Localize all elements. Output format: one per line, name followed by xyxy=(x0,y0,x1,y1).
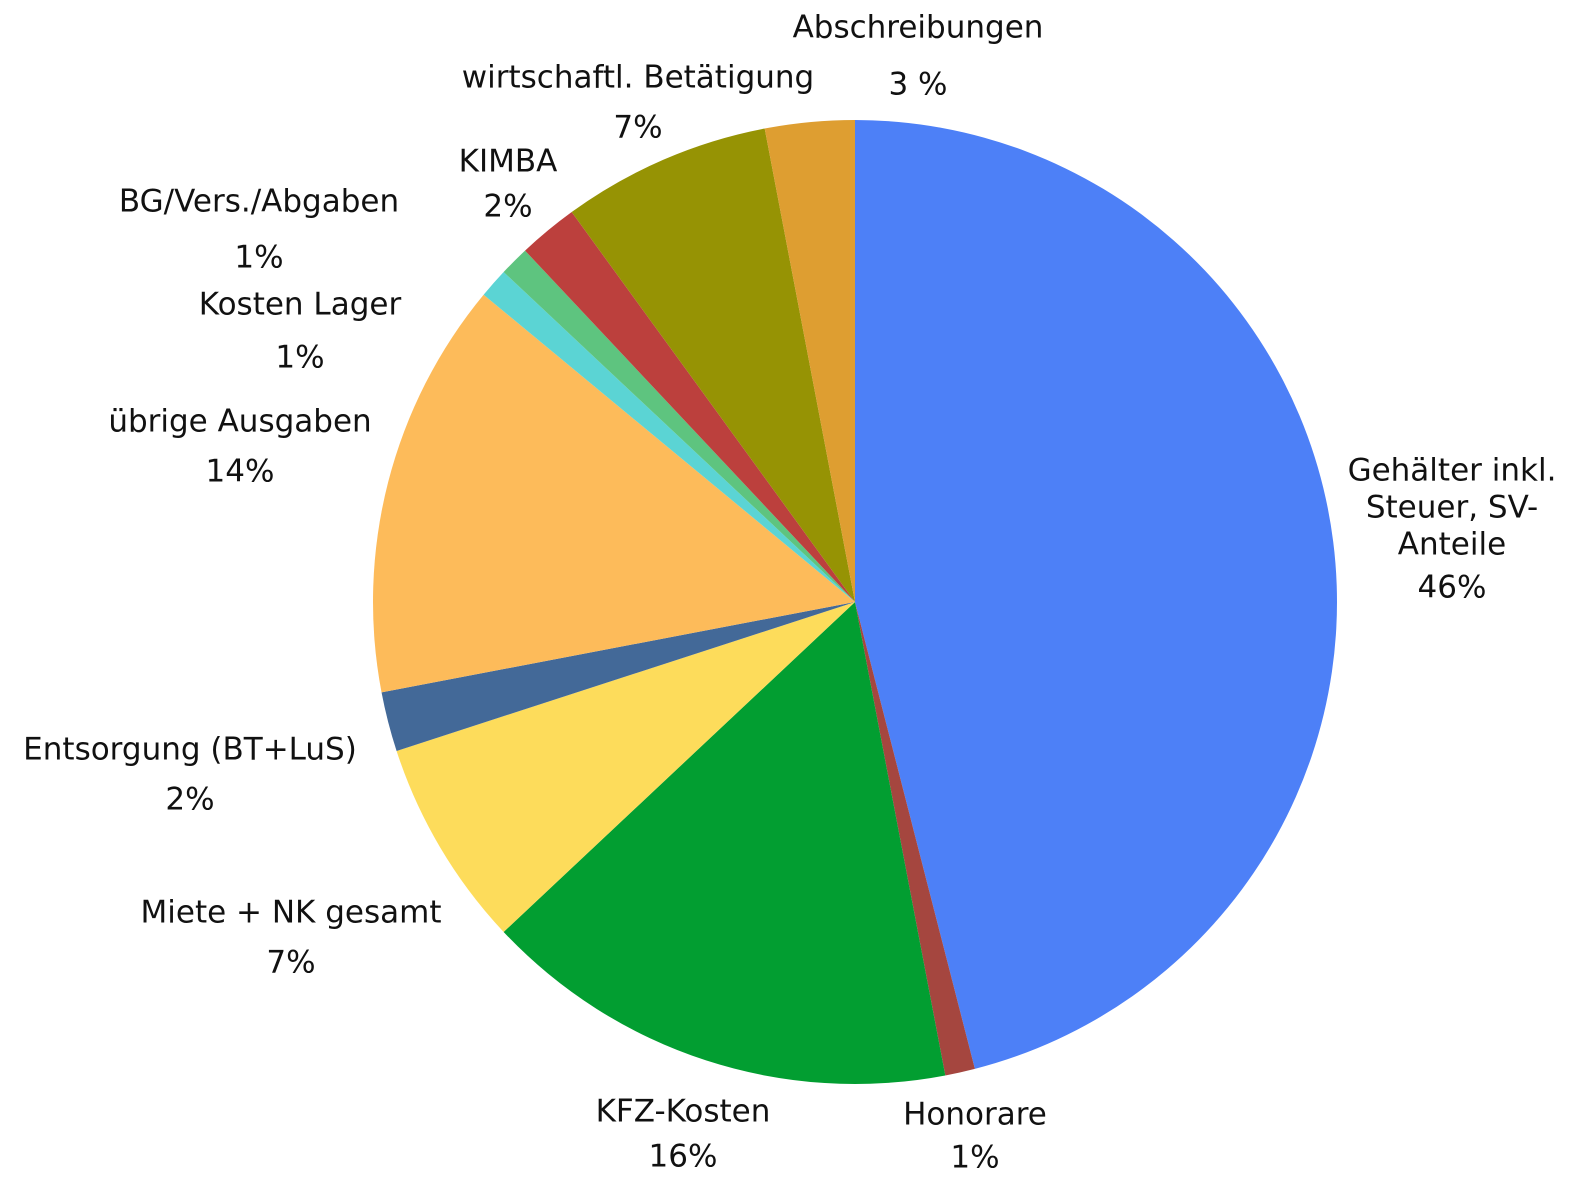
slice-value: 7% xyxy=(613,109,663,146)
slice-value: 7% xyxy=(266,944,316,981)
slice-label: Entsorgung (BT+LuS) xyxy=(23,731,357,768)
slice-label: Miete + NK gesamt xyxy=(140,894,442,931)
pie-slice xyxy=(855,602,975,1076)
slice-label: Honorare xyxy=(903,1096,1047,1133)
slice-value: 2% xyxy=(483,188,533,225)
pie-slice xyxy=(503,602,946,1084)
slice-value: 1% xyxy=(275,339,325,376)
pie-slice xyxy=(503,250,855,602)
slice-label: Abschreibungen xyxy=(792,9,1044,46)
pie-slice xyxy=(855,120,1338,1069)
slice-label: Gehälter inkl. Steuer, SV-Anteile xyxy=(1347,452,1557,563)
slice-label: Kosten Lager xyxy=(198,286,402,323)
pie-slice xyxy=(483,272,855,602)
slice-value: 16% xyxy=(648,1138,718,1175)
slice-value: 1% xyxy=(950,1139,1000,1176)
pie-slice xyxy=(372,294,855,693)
slice-value: 2% xyxy=(165,781,215,818)
pie-slice xyxy=(525,212,855,602)
slice-value: 14% xyxy=(205,453,275,490)
pie-slice xyxy=(764,120,855,602)
pie-slice xyxy=(571,128,855,603)
slice-label: wirtschaftl. Betätigung xyxy=(461,59,815,96)
slice-label: übrige Ausgaben xyxy=(108,403,372,440)
pie-slice xyxy=(396,602,855,932)
slice-label: KFZ-Kosten xyxy=(595,1093,771,1130)
slice-value: 1% xyxy=(234,239,284,276)
slice-label: BG/Vers./Abgaben xyxy=(118,183,400,220)
slice-value: 46% xyxy=(1417,569,1487,606)
slice-value: 3 % xyxy=(888,66,948,103)
slice-label: KIMBA xyxy=(458,143,558,180)
pie-slice xyxy=(381,602,855,751)
